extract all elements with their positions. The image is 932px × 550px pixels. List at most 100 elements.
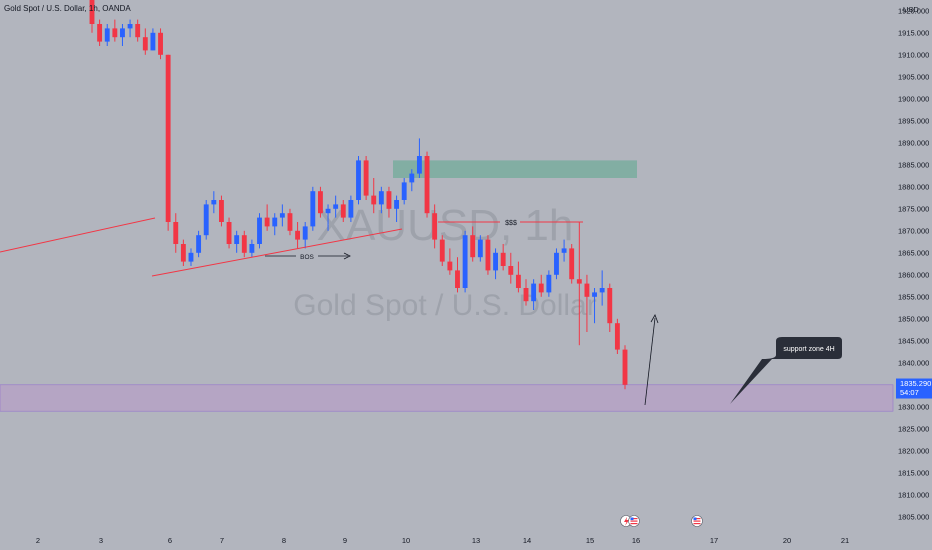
- candle[interactable]: [219, 195, 224, 227]
- support-zone[interactable]: [0, 384, 894, 412]
- candle[interactable]: [340, 200, 346, 222]
- candle[interactable]: [531, 279, 537, 310]
- time-tick-label: 17: [710, 536, 718, 545]
- candle[interactable]: [188, 248, 194, 266]
- candle[interactable]: [89, 0, 95, 33]
- us-flag-event-icon[interactable]: [691, 515, 703, 527]
- candle[interactable]: [180, 239, 186, 266]
- candle-body: [523, 288, 529, 302]
- price-tick-label: 1830.000: [898, 402, 929, 411]
- candle[interactable]: [394, 195, 400, 222]
- candle[interactable]: [196, 230, 202, 258]
- candle[interactable]: [104, 24, 110, 46]
- candle[interactable]: [614, 318, 620, 354]
- candle[interactable]: [424, 151, 430, 218]
- candle[interactable]: [120, 24, 125, 46]
- candle[interactable]: [485, 235, 491, 275]
- flag-stripe: [630, 520, 638, 522]
- candle[interactable]: [135, 19, 141, 42]
- candle[interactable]: [447, 248, 453, 275]
- candle[interactable]: [112, 19, 118, 42]
- candle[interactable]: [173, 213, 179, 253]
- candle[interactable]: [592, 288, 597, 324]
- candle-body: [180, 244, 186, 262]
- candle[interactable]: [576, 222, 582, 346]
- candle[interactable]: [317, 186, 323, 218]
- candle[interactable]: [287, 208, 293, 236]
- time-axis[interactable]: 2 3 6 7 8 9 10 13 14 15 16 17 20 21: [36, 536, 849, 545]
- candle[interactable]: [363, 156, 369, 200]
- candle[interactable]: [371, 178, 377, 214]
- candle[interactable]: [356, 156, 361, 205]
- candle[interactable]: [416, 138, 422, 178]
- candle[interactable]: [234, 230, 240, 253]
- candle[interactable]: [249, 239, 255, 258]
- candle[interactable]: [500, 244, 506, 271]
- candle[interactable]: [622, 345, 628, 390]
- candle[interactable]: [310, 186, 316, 231]
- candle-body: [561, 248, 567, 253]
- candle[interactable]: [439, 235, 445, 266]
- events-layer[interactable]: [620, 515, 703, 527]
- candle[interactable]: [279, 204, 285, 227]
- candle[interactable]: [142, 28, 148, 55]
- projection-arrow[interactable]: [644, 317, 656, 406]
- candle[interactable]: [241, 230, 247, 258]
- candle[interactable]: [97, 19, 103, 46]
- candle[interactable]: [432, 204, 438, 249]
- candle[interactable]: [538, 274, 544, 297]
- candle[interactable]: [607, 283, 613, 332]
- candle[interactable]: [257, 213, 262, 249]
- trendline-support[interactable]: [151, 228, 403, 277]
- candle[interactable]: [523, 279, 529, 306]
- time-tick-label: 6: [168, 536, 172, 545]
- candle-body: [455, 270, 460, 288]
- candle[interactable]: [554, 248, 559, 280]
- last-price-badge-bg: [896, 378, 932, 399]
- candle[interactable]: [302, 222, 308, 249]
- candle[interactable]: [165, 54, 171, 231]
- candle[interactable]: [477, 235, 483, 262]
- candle[interactable]: [333, 195, 339, 218]
- candle[interactable]: [226, 217, 232, 249]
- candle[interactable]: [455, 257, 460, 293]
- price-tick-label: 1885.000: [898, 160, 929, 169]
- candle[interactable]: [295, 222, 301, 249]
- candle[interactable]: [211, 191, 217, 214]
- candle[interactable]: [264, 204, 270, 231]
- candle[interactable]: [584, 274, 590, 332]
- trendline-left[interactable]: [0, 217, 156, 253]
- candle[interactable]: [561, 239, 567, 262]
- price-axis[interactable]: USD 1805.000 1810.000 1815.000 1820.000 1825…: [896, 5, 932, 521]
- supply-zone[interactable]: [393, 160, 637, 178]
- candles-layer[interactable]: [89, 0, 628, 390]
- candle[interactable]: [569, 244, 575, 284]
- candle[interactable]: [127, 19, 133, 38]
- candle[interactable]: [515, 261, 521, 293]
- candle-body: [508, 266, 514, 275]
- candle-body: [569, 248, 575, 280]
- candle[interactable]: [599, 270, 605, 306]
- us-flag-event-icon[interactable]: [628, 515, 640, 527]
- callout-support-zone[interactable]: support zone 4H: [730, 337, 842, 404]
- candle[interactable]: [325, 204, 331, 231]
- candle[interactable]: [378, 186, 384, 214]
- candle[interactable]: [158, 28, 163, 60]
- candle[interactable]: [348, 195, 354, 222]
- candle[interactable]: [203, 200, 209, 240]
- candle[interactable]: [386, 186, 392, 218]
- candle[interactable]: [470, 226, 476, 262]
- candle[interactable]: [409, 169, 415, 192]
- candle[interactable]: [508, 252, 514, 284]
- candle-body: [249, 244, 255, 253]
- candle[interactable]: [462, 230, 468, 293]
- drawings-layer[interactable]: $$$ BOS support zone 4H: [0, 217, 842, 406]
- candle[interactable]: [546, 270, 552, 297]
- price-tick-label: 1810.000: [898, 490, 929, 499]
- candle[interactable]: [401, 178, 407, 205]
- candle[interactable]: [272, 213, 278, 236]
- candle[interactable]: [150, 28, 156, 51]
- candle[interactable]: [493, 248, 498, 280]
